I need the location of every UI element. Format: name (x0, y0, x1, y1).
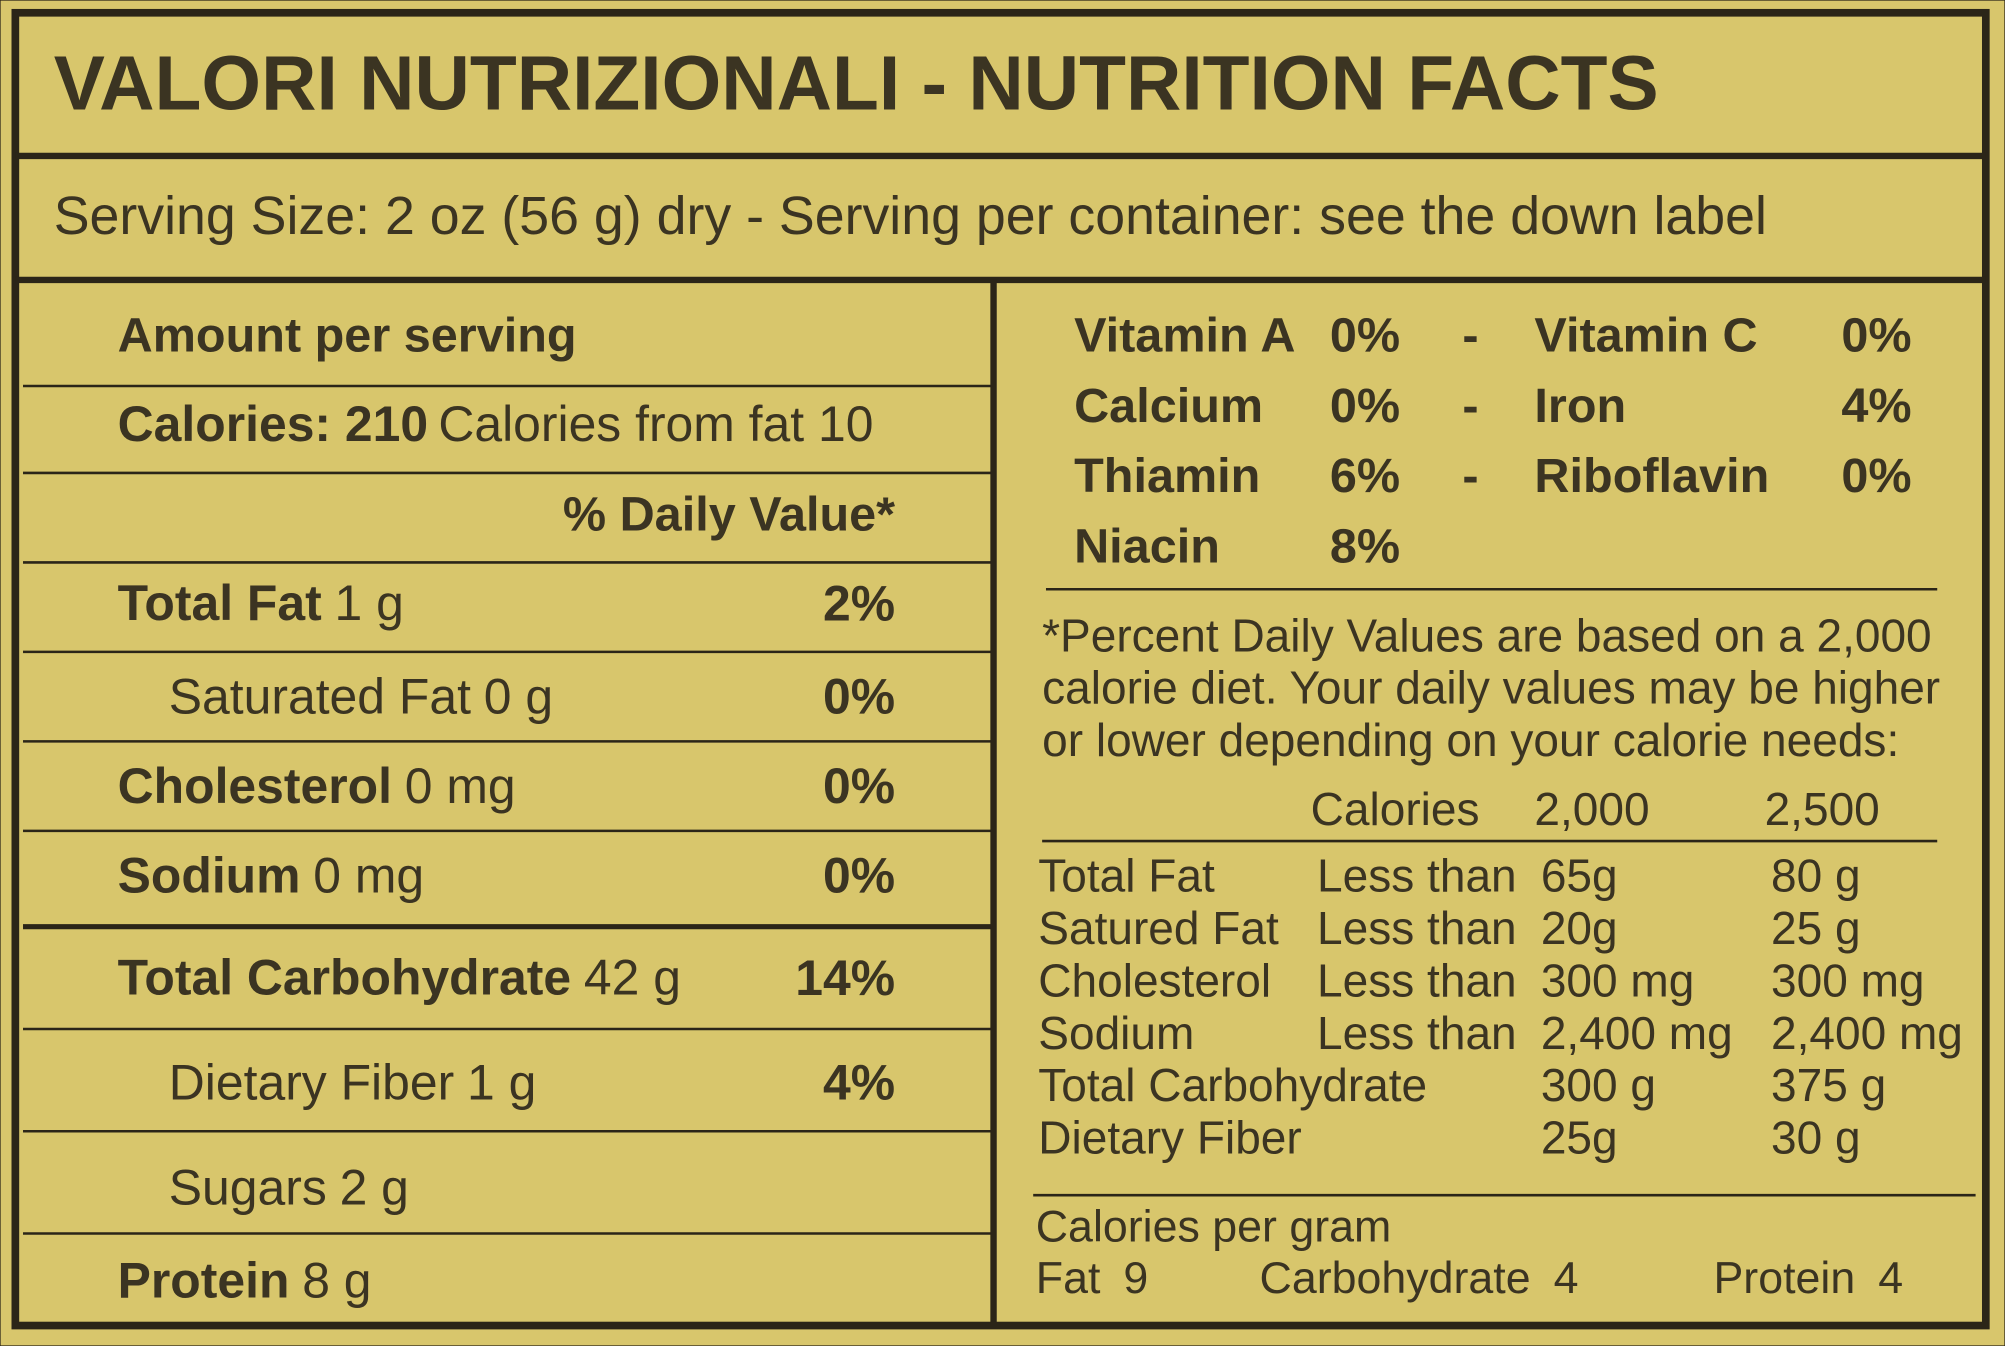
nutrient-label: Cholesterol (118, 758, 392, 814)
nutrient-row: Protein 8 g (118, 1253, 372, 1309)
footnote: or lower depending on your calorie needs… (1042, 714, 1899, 766)
ref-nutrient: Cholesterol (1038, 954, 1271, 1006)
ref-value: 20g (1541, 902, 1618, 954)
vitamin-name: Niacin (1074, 519, 1220, 573)
vitamin-value: 4% (1841, 379, 1911, 433)
nutrient-label: Total Fat (118, 575, 322, 631)
cpg-value: 4 (1878, 1253, 1903, 1303)
nutrient-row: Total Fat 1 g (118, 575, 404, 631)
vitamin-value: 0% (1841, 309, 1911, 363)
daily-value: 0% (823, 848, 895, 904)
nutrient-label: Saturated Fat (169, 669, 471, 725)
ref-value: 80 g (1771, 850, 1861, 902)
ref-value: 65g (1541, 850, 1618, 902)
nutrient-label: Sodium (118, 848, 301, 904)
vitamin-value: 0% (1841, 449, 1911, 503)
serving-size: Serving Size: 2 oz (56 g) dry - Serving … (54, 186, 1767, 246)
vitamin-name: Vitamin A (1074, 309, 1295, 363)
nutrient-amount: 2 g (340, 1160, 409, 1216)
vitamin-name: Calcium (1074, 379, 1263, 433)
ref-value: 2,400 mg (1771, 1007, 1963, 1059)
ref-value: 300 g (1541, 1059, 1656, 1111)
ref-header: 2,500 (1765, 783, 1880, 835)
vitamin-value: 6% (1330, 449, 1400, 503)
vitamin-value: 0% (1330, 379, 1400, 433)
ref-nutrient: Sodium (1038, 1007, 1194, 1059)
cpg-item: Protein 4 (1713, 1253, 1903, 1303)
daily-value: 0% (823, 758, 895, 814)
nutrient-amount: 0 mg (405, 758, 516, 814)
cpg-name: Fat (1036, 1253, 1101, 1303)
nutrient-row: Cholesterol 0 mg (118, 758, 516, 814)
separator: - (1462, 309, 1478, 363)
cpg-item: Fat 9 (1036, 1253, 1149, 1303)
calories-detail: Calories from fat 10 (438, 396, 873, 452)
nutrient-amount: 42 g (584, 950, 681, 1006)
dv-header: % Daily Value* (563, 488, 895, 542)
footnote: calorie diet. Your daily values may be h… (1042, 662, 1940, 714)
separator: - (1462, 449, 1478, 503)
daily-value: 0% (823, 669, 895, 725)
ref-nutrient: Dietary Fiber (1038, 1112, 1301, 1164)
nutrient-amount: 0 g (484, 669, 553, 725)
nutrient-label: Total Carbohydrate (118, 950, 572, 1006)
ref-header: 2,000 (1534, 783, 1649, 835)
separator: - (1462, 379, 1478, 433)
daily-value: 4% (823, 1055, 895, 1111)
nutrient-amount: 1 g (335, 575, 404, 631)
ref-value: 25g (1541, 1112, 1618, 1164)
ref-value: 25 g (1771, 902, 1861, 954)
nutrient-label: Dietary Fiber (169, 1055, 454, 1111)
ref-nutrient: Satured Fat (1038, 902, 1279, 954)
nutrient-row: Total Carbohydrate 42 g (118, 950, 681, 1006)
ref-value: 300 mg (1771, 954, 1925, 1006)
ref-limit: Less than (1317, 902, 1517, 954)
nutrient-row: Dietary Fiber 1 g (169, 1055, 537, 1111)
calories: Calories: 210 (118, 396, 428, 452)
ref-nutrient: Total Fat (1038, 850, 1215, 902)
ref-value: 30 g (1771, 1112, 1861, 1164)
ref-value: 375 g (1771, 1059, 1886, 1111)
nutrient-amount: 8 g (302, 1253, 371, 1309)
cpg-name: Protein (1713, 1253, 1855, 1303)
nutrient-row: Sodium 0 mg (118, 848, 425, 904)
nutrient-label: Protein (118, 1253, 290, 1309)
outer-border (11, 8, 1990, 1330)
ref-value: 2,400 mg (1541, 1007, 1733, 1059)
cpg-name: Carbohydrate (1260, 1253, 1531, 1303)
ref-value: 300 mg (1541, 954, 1695, 1006)
nutrient-row: Sugars 2 g (169, 1160, 409, 1216)
daily-value: 14% (795, 950, 895, 1006)
nutrient-amount: 1 g (467, 1055, 536, 1111)
amount-header: Amount per serving (118, 309, 577, 363)
nutrient-label: Sugars (169, 1160, 327, 1216)
cpg-label: Calories per gram (1036, 1201, 1392, 1251)
footnote: *Percent Daily Values are based on a 2,0… (1042, 609, 1932, 661)
vitamin-name: Iron (1534, 379, 1626, 433)
ref-limit: Less than (1317, 1007, 1517, 1059)
ref-nutrient: Total Carbohydrate (1038, 1059, 1427, 1111)
vitamin-name: Riboflavin (1534, 449, 1769, 503)
cpg-item: Carbohydrate 4 (1260, 1253, 1579, 1303)
nutrient-row: Saturated Fat 0 g (169, 669, 553, 725)
cpg-value: 9 (1123, 1253, 1148, 1303)
vitamin-name: Vitamin C (1534, 309, 1757, 363)
calories-row: Calories: 210 Calories from fat 10 (118, 396, 874, 452)
vitamin-value: 0% (1330, 309, 1400, 363)
ref-limit: Less than (1317, 954, 1517, 1006)
vitamin-name: Thiamin (1074, 449, 1260, 503)
nutrient-amount: 0 mg (313, 848, 424, 904)
ref-header: Calories (1311, 783, 1480, 835)
cpg-value: 4 (1554, 1253, 1579, 1303)
title: VALORI NUTRIZIONALI - NUTRITION FACTS (54, 42, 1659, 127)
daily-value: 2% (823, 575, 895, 631)
ref-limit: Less than (1317, 850, 1517, 902)
vitamin-value: 8% (1330, 519, 1400, 573)
